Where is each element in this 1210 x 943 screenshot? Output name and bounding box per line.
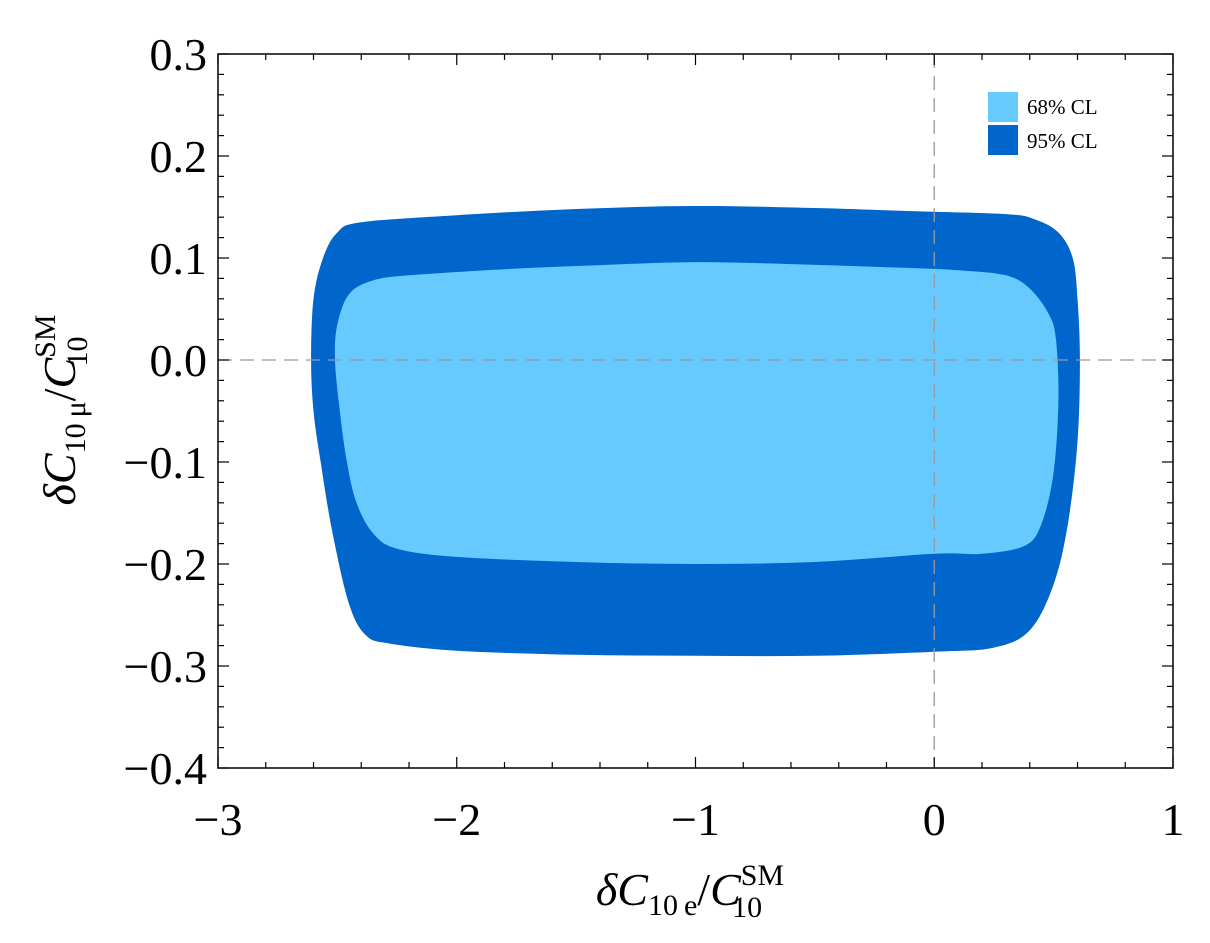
legend-label-95: 95% CL [1027, 129, 1098, 153]
x-tick-label: −2 [432, 794, 481, 845]
confidence-regions [311, 205, 1080, 657]
y-tick-label: 0.1 [150, 233, 208, 284]
y-tick-label: −0.4 [124, 743, 207, 794]
legend-label-68: 68% CL [1027, 95, 1098, 119]
y-tick-label: −0.1 [124, 437, 207, 488]
x-tick-label: −3 [194, 794, 243, 845]
legend-swatch-95 [988, 125, 1018, 155]
y-tick-label: 0.2 [150, 131, 208, 182]
y-axis-ticks: 0.3 0.2 0.1 0.0 −0.1 −0.2 −0.3 −0.4 [124, 29, 1173, 794]
x-axis-label: δC10 e/CSM 10 [596, 859, 784, 924]
y-tick-label: 0.3 [150, 29, 208, 80]
reference-lines [218, 54, 1173, 768]
x-tick-label: 0 [923, 794, 946, 845]
y-tick-label: −0.3 [124, 641, 207, 692]
x-axis-ticks: −3 −2 −1 0 1 [194, 54, 1185, 845]
legend-swatch-68 [988, 92, 1018, 122]
y-axis-label: δC10 μ/CSM10 [29, 315, 94, 506]
legend: 68% CL 95% CL [988, 92, 1098, 155]
y-tick-label: −0.2 [124, 539, 207, 590]
region-68cl [334, 262, 1059, 564]
y-tick-label: 0.0 [150, 335, 208, 386]
x-tick-label: 1 [1162, 794, 1185, 845]
x-tick-label: −1 [671, 794, 720, 845]
